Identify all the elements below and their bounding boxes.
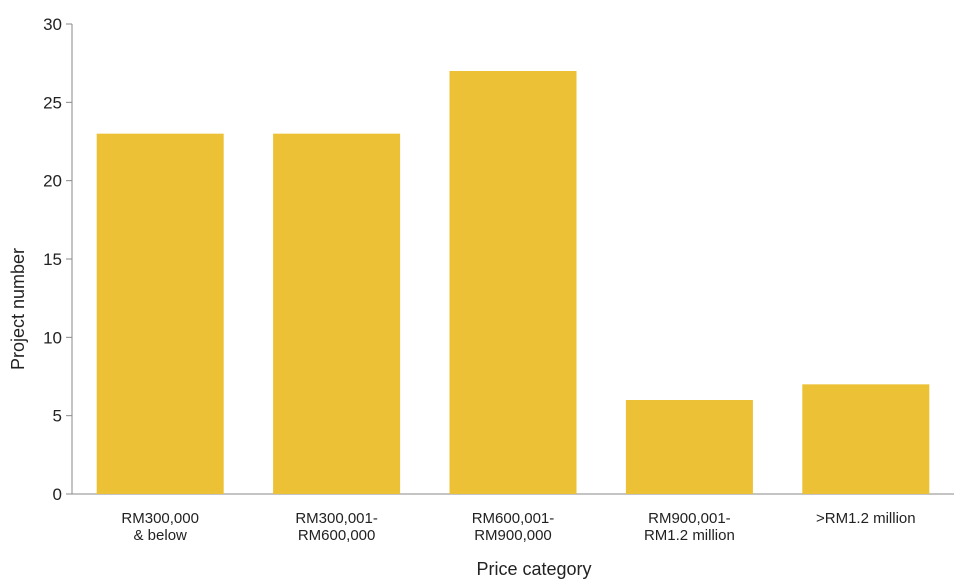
y-tick-label: 25: [43, 93, 62, 112]
x-tick-label: & below: [134, 527, 188, 544]
x-axis: RM300,000& below RM300,001-RM600,000 RM600…: [72, 493, 954, 544]
bar: [449, 71, 577, 494]
x-tick-label: RM900,000: [474, 527, 552, 544]
bar: [273, 133, 401, 494]
x-tick-label: RM600,001-: [472, 510, 555, 527]
y-tick-label: 0: [53, 485, 62, 504]
x-tick-label: RM300,000: [121, 510, 199, 527]
bar: [96, 133, 224, 494]
y-tick-label: 10: [43, 328, 62, 347]
x-tick-label: RM300,001-: [295, 510, 378, 527]
bar: [625, 400, 753, 494]
y-axis-title: Project number: [8, 248, 28, 370]
y-tick-label: 20: [43, 172, 62, 191]
y-tick-label: 5: [53, 407, 62, 426]
x-tick-label: RM900,001-: [648, 510, 731, 527]
bars: [96, 71, 930, 494]
x-tick-label: RM1.2 million: [644, 527, 735, 544]
y-tick-label: 30: [43, 15, 62, 34]
y-axis: 0 5 10 15 20 25 30: [43, 15, 73, 504]
x-axis-title: Price category: [476, 559, 591, 579]
x-tick-label: >RM1.2 million: [816, 510, 916, 527]
bar: [802, 384, 930, 494]
y-tick-label: 15: [43, 250, 62, 269]
x-tick-label: RM600,000: [298, 527, 376, 544]
